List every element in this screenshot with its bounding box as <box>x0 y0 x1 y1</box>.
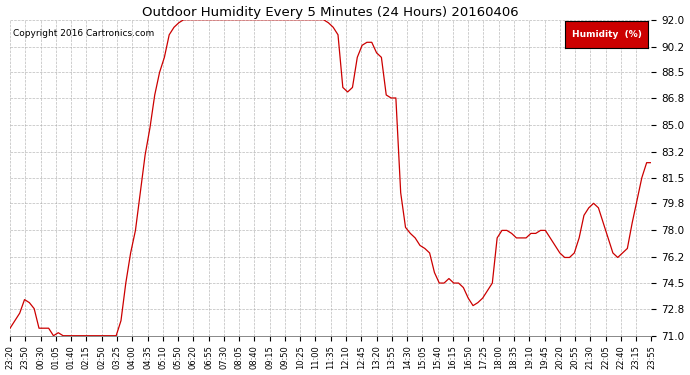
Title: Outdoor Humidity Every 5 Minutes (24 Hours) 20160406: Outdoor Humidity Every 5 Minutes (24 Hou… <box>142 6 519 18</box>
Text: Copyright 2016 Cartronics.com: Copyright 2016 Cartronics.com <box>13 29 155 38</box>
